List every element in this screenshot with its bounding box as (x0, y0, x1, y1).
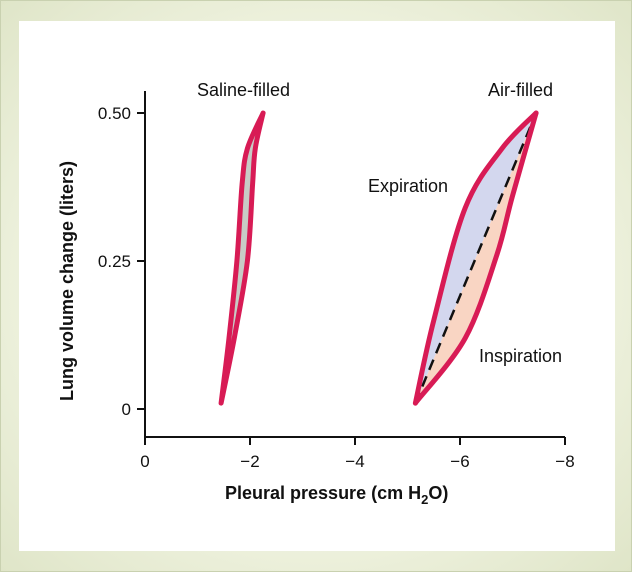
y-tick-label: 0.50 (98, 104, 131, 123)
pressure-volume-chart: 0 −2 −4 −6 −8 0 0.25 0.50 Saline-filled Air-fil… (57, 80, 575, 507)
saline-filled-loop (218, 110, 266, 406)
air-expiration-curve (412, 110, 539, 406)
figure-panel: 0 −2 −4 −6 −8 0 0.25 0.50 Saline-filled Air-fil… (19, 21, 615, 551)
annotation-expiration: Expiration (368, 176, 448, 196)
x-tick-label: −2 (240, 452, 259, 471)
x-axis-title-main: Pleural pressure (cm H (225, 483, 421, 503)
x-tick-label: 0 (140, 452, 149, 471)
x-tick-label: −6 (450, 452, 469, 471)
y-tick-label: 0.25 (98, 252, 131, 271)
x-tick-label: −4 (345, 452, 364, 471)
x-tick-label: −8 (555, 452, 574, 471)
compliance-dashed-line (414, 112, 538, 404)
x-axis-title-suffix: O) (428, 483, 448, 503)
annotation-air: Air-filled (488, 80, 553, 100)
annotation-inspiration: Inspiration (479, 346, 562, 366)
x-axis-title-subscript: 2 (421, 492, 428, 507)
y-axis-title: Lung volume change (liters) (57, 161, 77, 401)
y-tick-label: 0 (122, 400, 131, 419)
air-inspiration-curve (412, 110, 539, 406)
annotation-saline: Saline-filled (197, 80, 290, 100)
x-axis-title: Pleural pressure (cm H2O) (225, 483, 448, 507)
